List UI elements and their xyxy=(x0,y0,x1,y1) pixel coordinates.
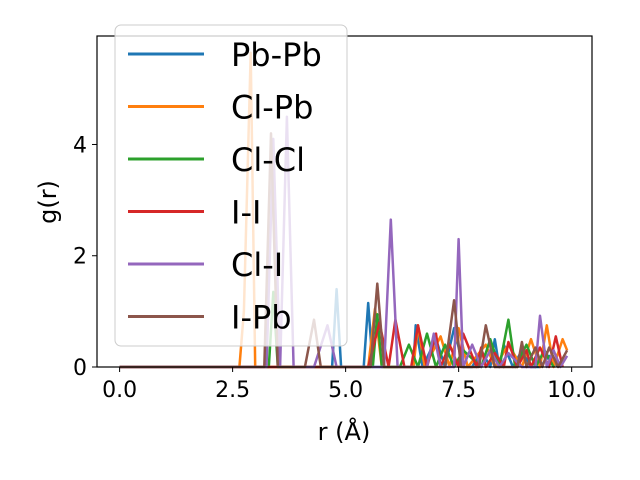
series-line-i-i xyxy=(119,318,564,369)
legend-label: Pb-Pb xyxy=(231,36,322,74)
x-tick-label: 0.0 xyxy=(102,378,137,403)
y-tick-label: 2 xyxy=(73,245,87,270)
legend-label: Cl-I xyxy=(231,246,283,284)
legend-label: Cl-Cl xyxy=(231,141,305,179)
y-tick-label: 4 xyxy=(73,133,87,158)
x-tick-label: 7.5 xyxy=(441,378,476,403)
x-tick-label: 2.5 xyxy=(215,378,250,403)
legend-label: I-I xyxy=(231,194,261,232)
y-axis-label: g(r) xyxy=(34,180,62,224)
legend-label: Cl-Pb xyxy=(231,89,313,127)
y-tick-label: 0 xyxy=(73,356,87,381)
x-tick-label: 10.0 xyxy=(547,378,596,403)
legend: Pb-Pb Cl-Pb Cl-Cl I-I Cl-I I-Pb xyxy=(114,24,348,347)
x-tick-label: 5.0 xyxy=(328,378,363,403)
x-axis: 0.0 2.5 5.0 7.5 10.0 xyxy=(102,367,596,403)
x-axis-label: r (Å) xyxy=(318,417,371,446)
legend-label: I-Pb xyxy=(231,299,292,337)
y-axis: 0 2 4 xyxy=(73,133,97,381)
